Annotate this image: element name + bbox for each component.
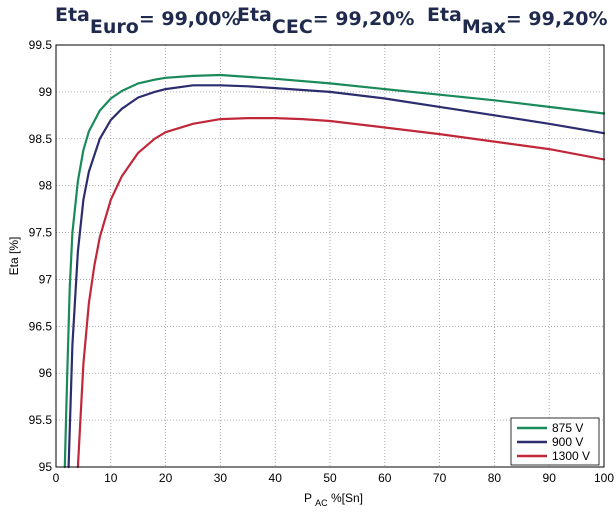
y-tick-label: 95 (39, 460, 53, 474)
y-tick-label: 96 (39, 366, 53, 380)
eta-value: = 99,00% (138, 8, 241, 30)
x-tick-label: 60 (378, 471, 392, 485)
series-lines (63, 73, 606, 469)
eta-group-max: EtaMax= 99,20% (427, 4, 608, 38)
eta-subscript: Euro (89, 16, 139, 38)
y-tick-label: 98 (39, 179, 53, 193)
plot-frame (55, 44, 605, 468)
ticks: 0 10 20 30 40 50 60 70 80 90 100 95 95.5 96 96.5 97 97.5… (29, 38, 615, 485)
eta-value: = 99,20% (505, 8, 608, 30)
eta-label: Eta (55, 4, 90, 26)
x-tick-label: 10 (104, 471, 118, 485)
eta-value: = 99,20% (312, 8, 415, 30)
x-tick-label: 0 (53, 471, 60, 485)
x-tick-label: 80 (488, 471, 502, 485)
x-axis-label-main: P (304, 491, 312, 505)
eta-subscript: CEC (271, 16, 313, 38)
eta-label: Eta (237, 4, 272, 26)
eta-label: Eta (427, 4, 462, 26)
x-tick-label: 40 (269, 471, 283, 485)
y-tick-label: 97 (39, 272, 53, 286)
x-tick-label: 20 (159, 471, 173, 485)
x-axis-label: P AC %[Sn] (304, 491, 363, 509)
y-tick-label: 99 (39, 85, 53, 99)
efficiency-header: EtaEuro= 99,00% EtaCEC= 99,20% EtaMax= 99,… (0, 0, 616, 44)
eta-group-euro: EtaEuro= 99,00% (55, 4, 241, 38)
y-tick-label: 98.5 (29, 132, 53, 146)
eta-subscript: Max (461, 16, 506, 38)
x-tick-label: 50 (323, 471, 337, 485)
y-axis-label: Eta [%] (7, 237, 21, 276)
eta-group-cec: EtaCEC= 99,20% (237, 4, 414, 38)
x-axis-label-rest: %[Sn] (331, 491, 363, 505)
x-tick-label: 30 (214, 471, 228, 485)
legend-label: 875 V (552, 421, 583, 435)
legend-label: 900 V (552, 435, 583, 449)
series-line-1 (63, 73, 606, 469)
x-tick-label: 70 (433, 471, 447, 485)
series-line-3 (76, 116, 606, 469)
series-line-2 (67, 84, 606, 469)
x-axis-label-sub: AC (315, 498, 328, 508)
x-tick-label: 90 (543, 471, 557, 485)
y-tick-label: 97.5 (29, 226, 53, 240)
y-tick-label: 95.5 (29, 413, 53, 427)
legend-label: 1300 V (552, 449, 590, 463)
grid (55, 44, 605, 468)
y-tick-label: 96.5 (29, 319, 53, 333)
y-tick-label: 99.5 (29, 38, 53, 52)
x-tick-label: 100 (594, 471, 614, 485)
